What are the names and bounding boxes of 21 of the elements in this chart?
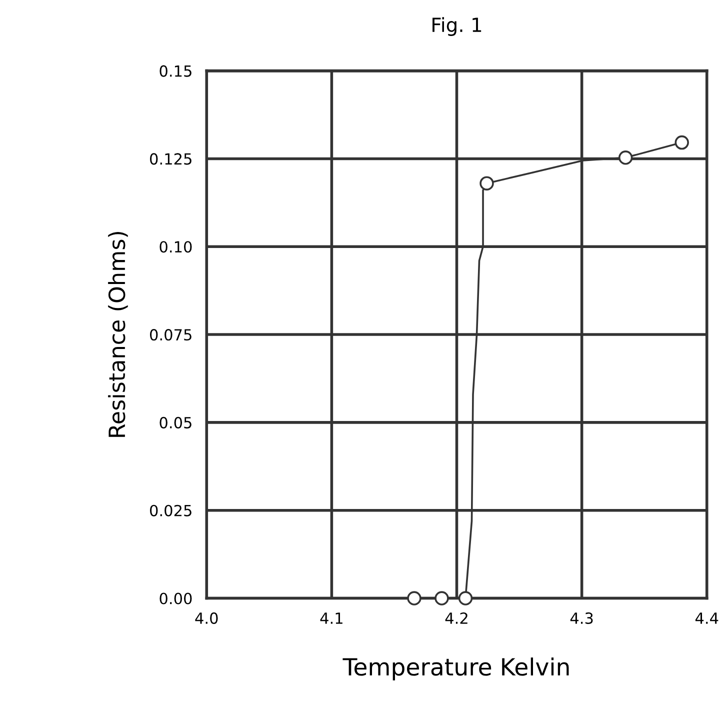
point — [458, 591, 473, 606]
point — [407, 591, 422, 606]
y-tick-label: 0.125 — [150, 153, 192, 165]
point — [480, 176, 494, 190]
y-tick-label: 0.00 — [160, 592, 192, 604]
x-tick-label: 4.4 — [695, 612, 718, 624]
y-tick-label: 0.10 — [160, 241, 192, 253]
y-axis-title: Resistance (Ohms) — [108, 232, 128, 437]
y-tick-label: 0.025 — [150, 504, 192, 516]
point — [674, 135, 689, 150]
y-tick-label: 0.15 — [160, 65, 192, 77]
x-tick-label: 4.3 — [570, 612, 593, 624]
chart-title: Fig. 1 — [432, 17, 482, 36]
x-tick-label: 4.2 — [445, 612, 468, 624]
point — [434, 591, 449, 606]
point — [618, 150, 633, 165]
x-tick-label: 4.0 — [195, 612, 218, 624]
y-tick-label: 0.075 — [150, 328, 192, 341]
y-tick-label: 0.05 — [160, 416, 192, 428]
x-tick-label: 4.1 — [320, 612, 342, 624]
x-axis-title: Temperature Kelvin — [342, 657, 569, 680]
